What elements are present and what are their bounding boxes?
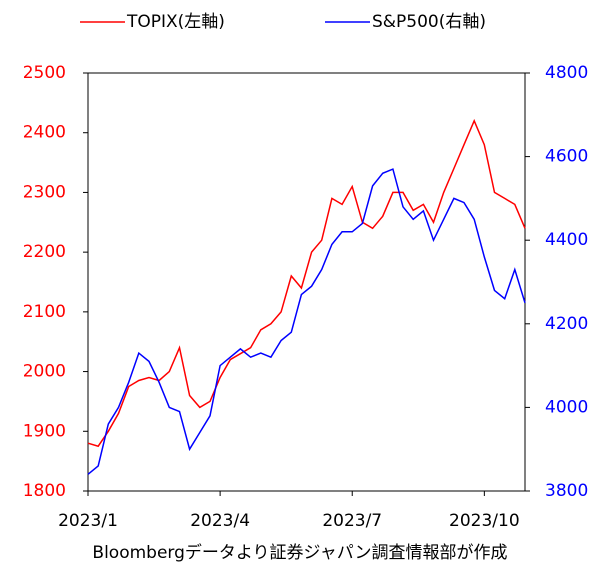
y-tick-label: 2200	[23, 242, 66, 262]
legend-label: TOPIX(左軸)	[126, 12, 225, 32]
y2-tick-label: 4200	[545, 314, 588, 334]
y-tick-label: 1800	[23, 481, 66, 501]
y2-tick-label: 4600	[545, 147, 588, 167]
y2-tick-label: 3800	[545, 481, 588, 501]
x-tick-label: 2023/1	[58, 511, 118, 531]
y2-tick-label: 4800	[545, 63, 588, 83]
y-tick-label: 1900	[23, 421, 66, 441]
y-tick-label: 2100	[23, 302, 66, 322]
x-tick-label: 2023/7	[322, 511, 382, 531]
y-tick-label: 2000	[23, 362, 66, 382]
series-line	[87, 118, 526, 448]
series-line	[87, 168, 526, 475]
y-tick-label: 2500	[23, 63, 66, 83]
x-tick-label: 2023/10	[449, 511, 520, 531]
legend-label: S&P500(右軸)	[372, 12, 486, 32]
y2-tick-label: 4000	[545, 397, 588, 417]
x-tick-label: 2023/4	[190, 511, 250, 531]
plot-frame	[87, 72, 526, 492]
source-note: Bloombergデータより証券ジャパン調査情報部が作成	[92, 542, 507, 563]
y-tick-label: 2300	[23, 182, 66, 202]
y2-tick-label: 4400	[545, 230, 588, 250]
y-tick-label: 2400	[23, 123, 66, 143]
